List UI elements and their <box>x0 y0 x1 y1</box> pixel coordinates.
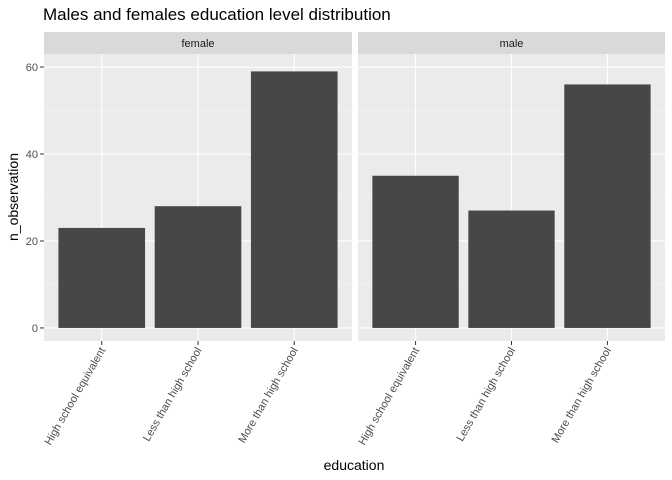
facet-panel-female: female High school equivalent Less than hi… <box>43 32 352 447</box>
bar-male-2 <box>468 210 555 328</box>
x-tick-label: Less than high school <box>454 346 518 444</box>
y-tick-label: 40 <box>26 149 38 161</box>
x-tick-label: High school equivalent <box>356 346 422 448</box>
y-tick-label: 20 <box>26 236 38 248</box>
bar-female-1 <box>58 227 146 328</box>
x-axis-title: education <box>324 457 385 473</box>
x-tick-label: More than high school <box>236 346 301 446</box>
bar-female-2 <box>154 206 242 328</box>
chart-title: Males and females education level distri… <box>43 5 391 24</box>
y-tick-label: 0 <box>32 323 38 335</box>
facet-strip-label: male <box>500 38 524 50</box>
y-tick-label: 60 <box>26 62 38 74</box>
y-axis-title: n_observation <box>5 153 21 241</box>
facet-strip <box>44 32 352 54</box>
x-tick-label: Less than high school <box>141 346 205 444</box>
facet-strip-label: female <box>181 38 214 50</box>
facet-panel-male: male High school equivalent Less than high… <box>356 32 665 447</box>
x-tick-label: More than high school <box>550 346 615 446</box>
bar-male-3 <box>564 84 651 328</box>
facet-panels: female High school equivalent Less than hi… <box>43 32 665 447</box>
bar-female-3 <box>250 71 338 328</box>
y-axis: 0 20 40 60 <box>26 62 44 335</box>
bar-male-1 <box>372 175 459 328</box>
facet-strip <box>358 32 665 54</box>
x-tick-label: High school equivalent <box>43 346 109 448</box>
